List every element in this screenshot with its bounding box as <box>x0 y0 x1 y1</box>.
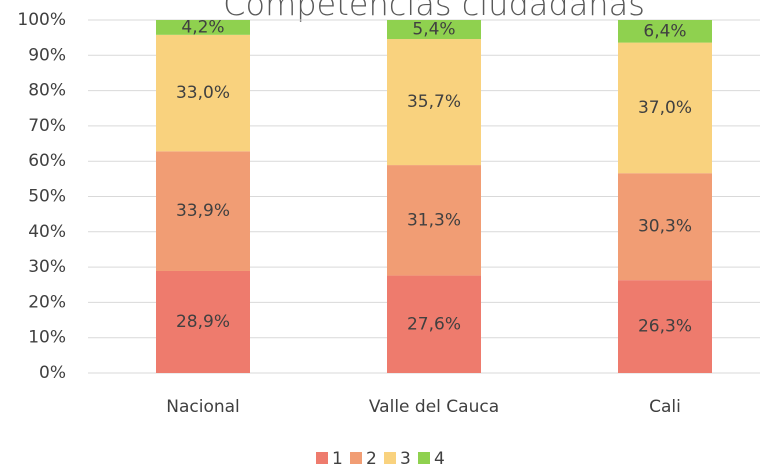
data-label: 28,9% <box>176 312 230 332</box>
legend-swatch <box>384 452 396 464</box>
y-tick-label: 60% <box>28 151 66 171</box>
data-label: 27,6% <box>407 314 461 334</box>
bar-segment <box>156 34 250 152</box>
bar-segment <box>156 270 250 373</box>
legend-swatch <box>350 452 362 464</box>
legend-label: 2 <box>366 449 377 467</box>
y-tick-label: 70% <box>28 116 66 136</box>
y-tick-label: 50% <box>28 187 66 207</box>
y-tick-label: 20% <box>28 292 66 312</box>
x-tick-label: Nacional <box>166 397 240 417</box>
y-tick-label: 40% <box>28 222 66 242</box>
data-label: 37,0% <box>638 98 692 118</box>
y-tick-label: 0% <box>39 363 66 383</box>
y-tick-label: 10% <box>28 328 66 348</box>
legend-swatch <box>316 452 328 464</box>
bar-segment <box>387 39 481 166</box>
y-tick-label: 100% <box>17 10 66 30</box>
data-label: 6,4% <box>643 21 686 41</box>
data-label: 5,4% <box>412 20 455 40</box>
bar-segment <box>387 275 481 373</box>
bar-segment <box>387 165 481 276</box>
x-tick-label: Valle del Cauca <box>369 397 499 417</box>
bar-segment <box>618 173 712 281</box>
bar-segment <box>618 42 712 174</box>
bar-segment <box>618 280 712 373</box>
bar-segment <box>387 20 481 40</box>
x-tick-label: Cali <box>649 397 681 417</box>
legend-label: 4 <box>434 449 445 467</box>
bar-segment <box>618 20 712 43</box>
legend-label: 3 <box>400 449 411 467</box>
bar-segment <box>156 151 250 271</box>
bar-segment <box>156 20 250 35</box>
data-label: 35,7% <box>407 92 461 112</box>
data-label: 33,0% <box>176 83 230 103</box>
data-label: 26,3% <box>638 317 692 337</box>
legend-label: 1 <box>332 449 343 467</box>
y-tick-label: 90% <box>28 45 66 65</box>
data-label: 30,3% <box>638 217 692 237</box>
data-label: 33,9% <box>176 201 230 221</box>
legend-swatch <box>418 452 430 464</box>
chart-title: Competencias ciudadanas <box>223 0 645 23</box>
data-label: 31,3% <box>407 210 461 230</box>
y-tick-label: 80% <box>28 81 66 101</box>
data-label: 4,2% <box>181 17 224 37</box>
y-tick-label: 30% <box>28 257 66 277</box>
